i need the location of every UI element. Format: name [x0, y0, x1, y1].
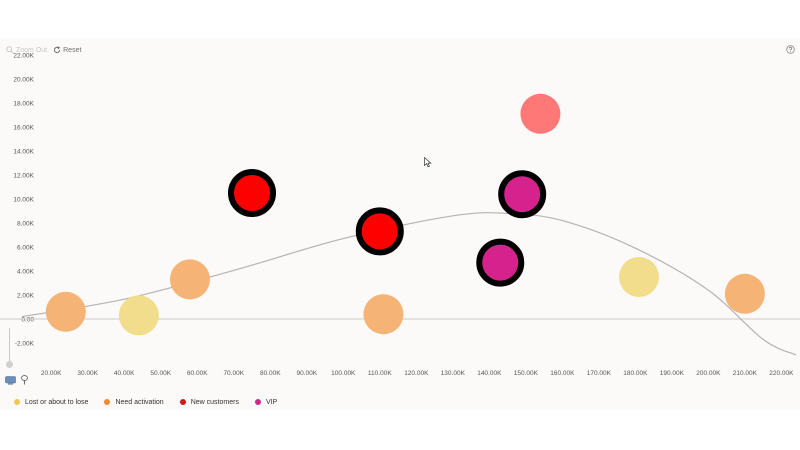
x-tick-label: 210.00K: [733, 370, 758, 377]
data-point[interactable]: [355, 207, 404, 256]
x-tick-label: 70.00K: [223, 370, 244, 377]
y-tick-label: 2.00K: [17, 293, 35, 300]
legend-label: Lost or about to lose: [25, 398, 89, 406]
legend-label: New customers: [190, 398, 239, 406]
x-tick-label: 120.00K: [404, 370, 429, 377]
x-tick-label: 140.00K: [477, 370, 502, 377]
x-tick-label: 160.00K: [550, 370, 575, 377]
x-tick-label: 180.00K: [623, 370, 648, 377]
x-tick-label: 170.00K: [587, 370, 612, 377]
x-tick-label: 30.00K: [77, 370, 98, 377]
y-tick-label: 22.00K: [13, 53, 34, 60]
zoom-slider[interactable]: [6, 328, 13, 368]
y-tick-label: 0.00: [21, 317, 34, 324]
chart-toolbar: Zoom Out Reset: [6, 44, 81, 56]
x-tick-label: 40.00K: [114, 370, 135, 377]
data-point[interactable]: [363, 294, 404, 335]
mouse-cursor-icon: [424, 157, 432, 168]
x-tick-label: 200.00K: [696, 370, 721, 377]
legend-item-vip[interactable]: VIP: [254, 398, 278, 406]
help-icon[interactable]: [786, 45, 795, 54]
y-tick-label: 18.00K: [13, 101, 34, 108]
legend-label: Need activation: [115, 398, 164, 406]
reset-icon: [54, 46, 61, 54]
y-axis: -2.00K 0.00 2.00K 4.00K 6.00K 8.00K 10.00K 12.0…: [13, 53, 34, 348]
data-point[interactable]: [169, 259, 210, 300]
x-tick-label: 100.00K: [331, 370, 356, 377]
x-tick-label: 80.00K: [260, 370, 281, 377]
y-tick-label: -2.00K: [15, 341, 35, 348]
highlighted-data-point[interactable]: [520, 93, 561, 134]
data-point[interactable]: [498, 170, 547, 219]
x-tick-label: 130.00K: [441, 370, 466, 377]
x-tick-label: 220.00K: [769, 370, 794, 377]
data-point[interactable]: [118, 295, 159, 336]
reset-button[interactable]: Reset: [53, 46, 81, 54]
y-tick-label: 12.00K: [13, 173, 34, 180]
y-tick-label: 10.00K: [13, 197, 34, 204]
x-tick-label: 20.00K: [41, 370, 62, 377]
zoom-out-label: Zoom Out: [16, 46, 48, 54]
zoom-slider-thumb[interactable]: [6, 361, 13, 368]
x-tick-label: 110.00K: [368, 370, 392, 377]
zoom-out-button[interactable]: Zoom Out: [6, 46, 47, 54]
data-point[interactable]: [45, 291, 86, 332]
data-point[interactable]: [228, 169, 277, 217]
x-tick-label: 90.00K: [296, 370, 317, 377]
y-tick-label: 8.00K: [17, 221, 35, 228]
data-point[interactable]: [724, 273, 765, 314]
legend-marker: [14, 399, 20, 405]
y-tick-label: 16.00K: [13, 125, 34, 132]
y-tick-label: 20.00K: [13, 77, 34, 84]
legend-item-lost[interactable]: Lost or about to lose: [14, 399, 88, 406]
data-point[interactable]: [476, 238, 525, 287]
y-tick-label: 14.00K: [13, 149, 34, 156]
y-tick-label: 6.00K: [17, 245, 35, 252]
data-points: [45, 93, 765, 336]
x-axis: 20.00K 30.00K 40.00K 50.00K 60.00K 70.00K 80.0…: [41, 370, 794, 377]
legend-item-need-activation[interactable]: Need activation: [104, 398, 164, 406]
legend-marker: [179, 399, 186, 405]
legend-item-new-customers[interactable]: New customers: [179, 398, 239, 406]
x-tick-label: 50.00K: [150, 370, 171, 377]
x-tick-label: 60.00K: [187, 370, 208, 377]
x-tick-label: 150.00K: [514, 370, 539, 377]
legend-marker: [104, 399, 111, 405]
paint-brush-icon[interactable]: [20, 375, 29, 385]
reset-label: Reset: [63, 46, 82, 54]
zoom-slider-track: [9, 328, 10, 368]
legend-label: VIP: [265, 398, 278, 406]
data-point[interactable]: [619, 257, 660, 297]
zoom-out-icon: [6, 46, 14, 54]
x-tick-label: 190.00K: [660, 370, 685, 377]
visual-icon[interactable]: [5, 376, 16, 385]
legend-marker: [254, 399, 261, 405]
legend: Lost or about to lose Need activation Ne…: [14, 396, 293, 408]
y-tick-label: 4.00K: [17, 269, 35, 276]
